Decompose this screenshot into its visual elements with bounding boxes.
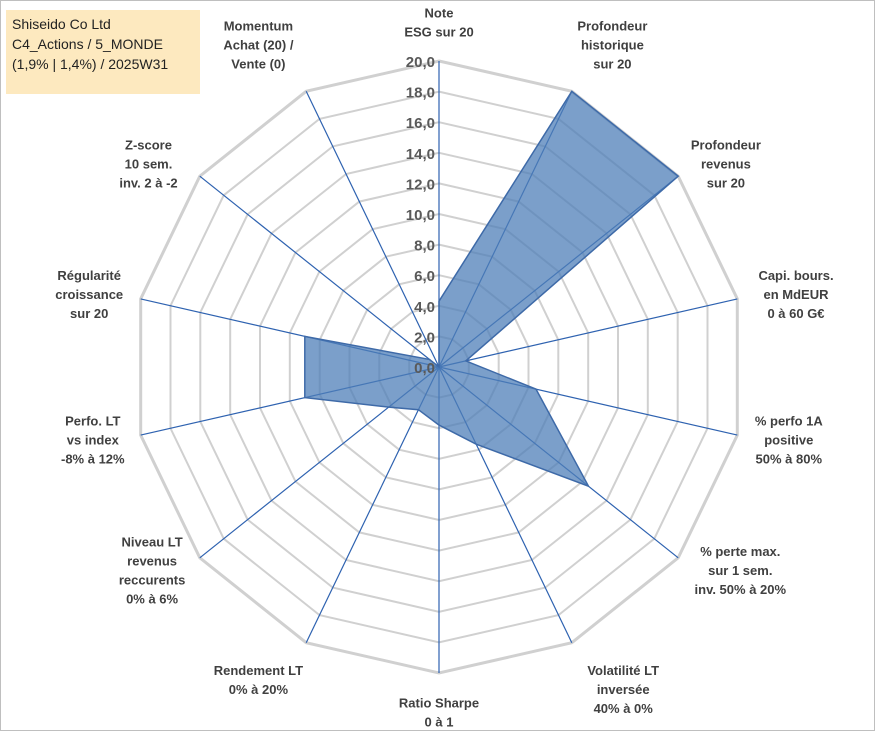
- axis-label-line: sur 1 sem.: [708, 563, 772, 578]
- axis-label-line: sur 20: [707, 176, 745, 191]
- tick-label: 4,0: [414, 299, 435, 316]
- axis-label-line: -8% à 12%: [61, 451, 125, 466]
- axis-label-line: en MdEUR: [764, 287, 830, 302]
- axis-label: Rendement LT 0% à 20%: [214, 663, 303, 697]
- axis-label-line: Capi. bours.: [758, 268, 833, 283]
- series-area: [304, 90, 680, 488]
- series-layer: [304, 90, 680, 488]
- axis-label-line: reccurents: [119, 573, 185, 588]
- axis-label-line: 0 à 60 G€: [767, 306, 824, 321]
- tick-label: 0,0: [414, 360, 435, 377]
- axis-label-line: 0% à 6%: [126, 592, 178, 607]
- axis-label-line: revenus: [701, 157, 751, 172]
- axis-spoke: [438, 298, 738, 368]
- axis-label-line: Vente (0): [231, 57, 285, 72]
- axis-label-line: positive: [764, 432, 813, 447]
- axis-label: Régularité croissance sur 20: [55, 268, 123, 321]
- axis-label-line: revenus: [127, 554, 177, 569]
- axis-label-line: 0% à 20%: [229, 682, 289, 697]
- info-box: Shiseido Co Ltd C4_Actions / 5_MONDE (1,…: [6, 10, 200, 94]
- axis-label-line: Achat (20) /: [223, 38, 293, 53]
- axis-label: % perte max. sur 1 sem. inv. 50% à 20%: [695, 544, 787, 597]
- axis-label-line: sur 20: [70, 306, 108, 321]
- axis-label-line: Rendement LT: [214, 663, 303, 678]
- tick-label: 12,0: [406, 176, 435, 193]
- axis-label-line: Momentum: [224, 19, 293, 34]
- axis-label-line: Régularité: [57, 268, 121, 283]
- axis-label-line: sur 20: [593, 57, 631, 72]
- axis-label-line: Note: [425, 5, 454, 20]
- axis-label: % perfo 1A positive 50% à 80%: [755, 413, 824, 466]
- axis-spoke: [305, 366, 440, 643]
- axis-label-line: croissance: [55, 287, 123, 302]
- axis-label-line: 10 sem.: [125, 157, 173, 172]
- company-name: Shiseido Co Ltd: [12, 16, 111, 32]
- stats-text: (1,9% | 1,4%) / 2025W31: [12, 56, 169, 72]
- axis-label-line: Z-score: [125, 138, 172, 153]
- axis-label-line: historique: [581, 38, 644, 53]
- axis-label: Capi. bours. en MdEUR 0 à 60 G€: [758, 268, 833, 321]
- axis-label-line: Profondeur: [577, 19, 647, 34]
- axis-spoke: [199, 175, 440, 368]
- tick-label: 18,0: [406, 85, 435, 102]
- tick-label: 2,0: [414, 329, 435, 346]
- axis-label-line: inversée: [597, 682, 650, 697]
- axis-spoke: [305, 91, 440, 368]
- axis-label-line: % perte max.: [700, 544, 780, 559]
- tick-label: 8,0: [414, 238, 435, 255]
- axis-label: Profondeur revenus sur 20: [691, 138, 761, 191]
- tick-label: 16,0: [406, 115, 435, 132]
- axis-label: Perfo. LT vs index -8% à 12%: [61, 413, 125, 466]
- tick-label: 6,0: [414, 268, 435, 285]
- tick-label: 14,0: [406, 146, 435, 163]
- tick-layer: 0,0 2,0 4,0 6,0 8,0 10,0 12,0 14,0 16,0 18,0 20,0: [406, 54, 435, 377]
- axis-label: Volatilité LT inversée 40% à 0%: [587, 663, 659, 716]
- axis-label-line: ESG sur 20: [404, 24, 473, 39]
- tick-label: 10,0: [406, 207, 435, 224]
- axis-label-line: Ratio Sharpe: [399, 695, 479, 710]
- axis-label-line: Volatilité LT: [587, 663, 659, 678]
- axis-label: Z-score 10 sem. inv. 2 à -2: [119, 138, 177, 191]
- axis-label: Ratio Sharpe 0 à 1: [399, 695, 479, 729]
- axis-label: Profondeur historique sur 20: [577, 19, 647, 72]
- axis-label-line: Niveau LT: [122, 535, 183, 550]
- tick-label: 20,0: [406, 54, 435, 71]
- axis-label-line: Profondeur: [691, 138, 761, 153]
- portfolio-name: C4_Actions / 5_MONDE: [12, 36, 163, 52]
- axis-label: Note ESG sur 20: [404, 5, 473, 39]
- axis-label-line: inv. 2 à -2: [119, 176, 177, 191]
- axis-label-line: inv. 50% à 20%: [695, 582, 787, 597]
- axis-label-line: 40% à 0%: [594, 701, 654, 716]
- axis-label-line: % perfo 1A: [755, 413, 824, 428]
- axis-label-line: 0 à 1: [425, 714, 454, 729]
- axis-label: Niveau LT revenus reccurents 0% à 6%: [119, 535, 185, 607]
- axis-label-line: 50% à 80%: [756, 451, 823, 466]
- axis-label-line: vs index: [67, 432, 120, 447]
- axis-label-line: Perfo. LT: [65, 413, 120, 428]
- axis-label: Momentum Achat (20) / Vente (0): [223, 19, 293, 72]
- axis-label-layer: Note ESG sur 20 Profondeur historique sur 20…: [55, 5, 833, 729]
